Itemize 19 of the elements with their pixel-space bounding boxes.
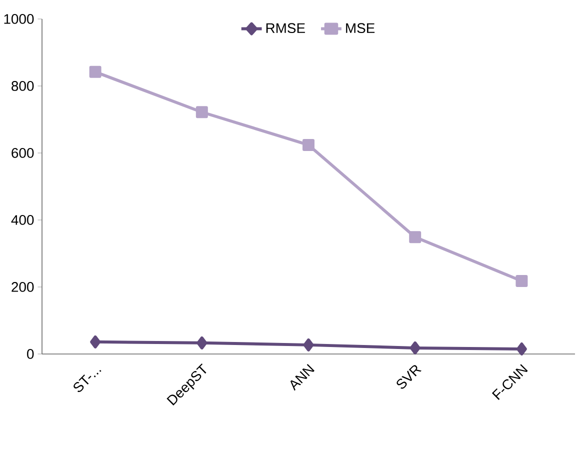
legend-label: RMSE (266, 23, 305, 34)
point (90, 335, 101, 348)
y-tick-label: 1000 (4, 14, 34, 24)
point (410, 341, 420, 354)
point (516, 274, 528, 287)
x-tick-label: ST-... (74, 370, 102, 392)
point (196, 106, 208, 118)
y-tick-label: 0 (27, 349, 34, 359)
point (516, 342, 527, 356)
point (409, 231, 422, 244)
point (89, 66, 102, 78)
point (302, 138, 315, 151)
y-tick-label: 200 (12, 282, 34, 292)
point (196, 336, 208, 350)
legend-label: MSE (346, 23, 375, 34)
y-tick-label: 600 (12, 148, 34, 158)
y-tick-label: 400 (11, 215, 34, 225)
y-tick-label: 800 (12, 81, 34, 91)
point (303, 338, 314, 352)
